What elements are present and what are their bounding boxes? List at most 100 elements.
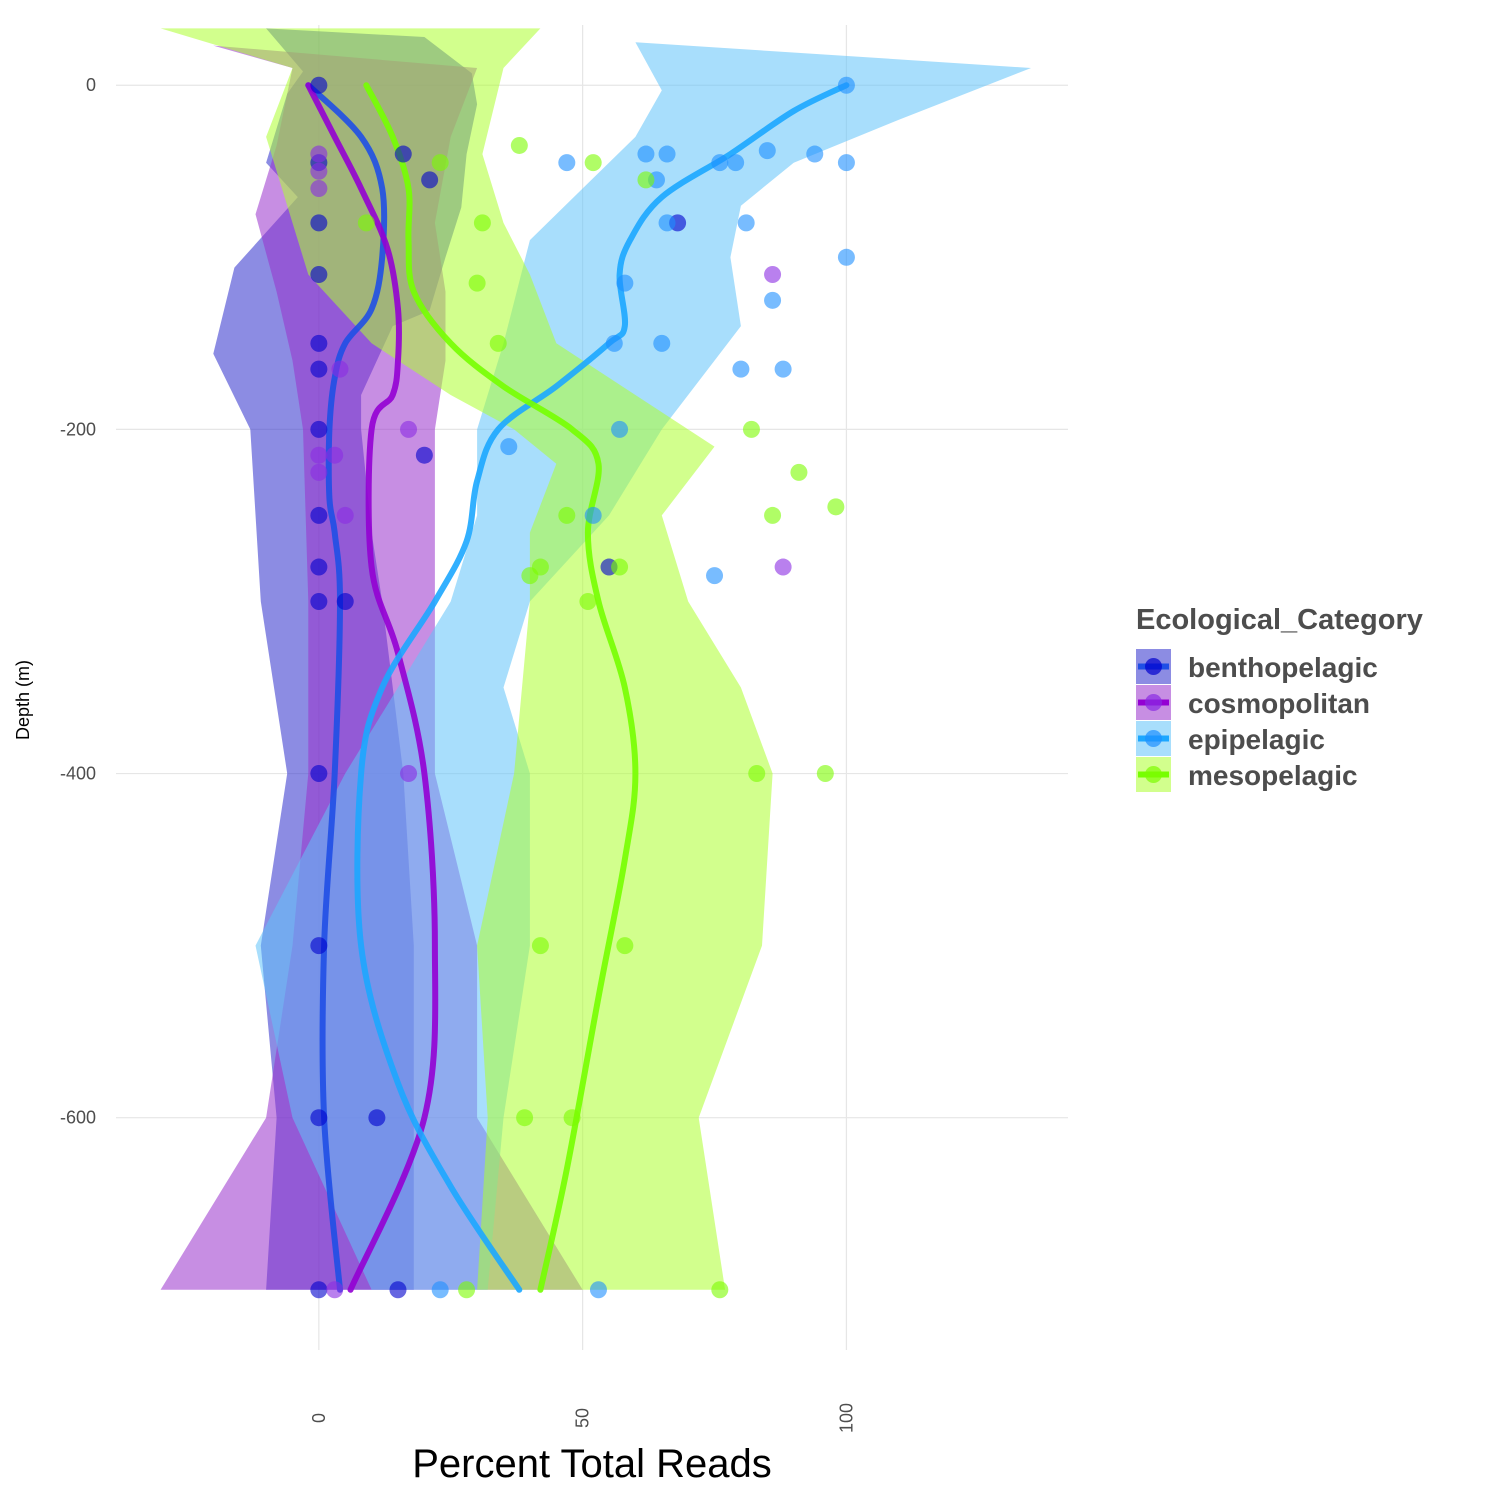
x-tick-label: 100: [836, 1403, 856, 1433]
point-mesopelagic: [357, 214, 375, 232]
point-cosmopolitan: [310, 162, 328, 180]
point-mesopelagic: [473, 214, 491, 232]
x-tick-label: 0: [309, 1413, 329, 1423]
point-mesopelagic: [431, 154, 449, 172]
point-mesopelagic: [584, 154, 602, 172]
point-epipelagic: [758, 142, 776, 160]
point-mesopelagic: [790, 463, 808, 481]
point-benthopelagic: [389, 1281, 407, 1299]
point-cosmopolitan: [310, 145, 328, 163]
trend-lines: [305, 82, 850, 1293]
legend-label: benthopelagic: [1188, 652, 1378, 683]
point-benthopelagic: [310, 506, 328, 524]
point-epipelagic: [837, 154, 855, 172]
point-epipelagic: [732, 360, 750, 378]
point-mesopelagic: [458, 1281, 476, 1299]
point-benthopelagic: [310, 214, 328, 232]
ribbon-epipelagic: [255, 42, 1032, 1290]
point-epipelagic: [737, 214, 755, 232]
point-epipelagic: [774, 360, 792, 378]
legend-title: Ecological_Category: [1136, 604, 1423, 636]
legend-item-epipelagic: epipelagic: [1136, 721, 1325, 756]
point-mesopelagic: [579, 592, 597, 610]
point-benthopelagic: [310, 1109, 328, 1127]
point-epipelagic: [605, 334, 623, 352]
point-cosmopolitan: [400, 765, 418, 783]
point-mesopelagic: [563, 1109, 581, 1127]
legend-key-point: [1145, 694, 1162, 711]
trend-line-mesopelagic: [363, 82, 639, 1293]
point-cosmopolitan: [336, 506, 354, 524]
point-benthopelagic: [310, 334, 328, 352]
point-benthopelagic: [310, 592, 328, 610]
point-benthopelagic: [310, 76, 328, 94]
point-mesopelagic: [748, 765, 766, 783]
point-cosmopolitan: [774, 558, 792, 576]
point-epipelagic: [837, 248, 855, 266]
point-cosmopolitan: [400, 420, 418, 438]
point-benthopelagic: [310, 765, 328, 783]
legend-key-point: [1145, 658, 1162, 675]
legend-label: epipelagic: [1188, 724, 1325, 755]
point-benthopelagic: [310, 420, 328, 438]
point-cosmopolitan: [326, 446, 344, 464]
point-mesopelagic: [711, 1281, 729, 1299]
point-epipelagic: [658, 214, 676, 232]
legend-item-cosmopolitan: cosmopolitan: [1136, 685, 1370, 720]
y-axis-ticks: 0 -200 -400 -600: [60, 75, 96, 1127]
confidence-ribbons: [160, 28, 1032, 1290]
point-epipelagic: [611, 420, 629, 438]
point-epipelagic: [711, 154, 729, 172]
point-mesopelagic: [489, 334, 507, 352]
point-mesopelagic: [637, 171, 655, 189]
point-mesopelagic: [531, 937, 549, 955]
point-cosmopolitan: [310, 463, 328, 481]
point-cosmopolitan: [764, 266, 782, 284]
y-tick-label: 0: [86, 75, 96, 95]
point-mesopelagic: [816, 765, 834, 783]
data-points: [310, 76, 855, 1299]
point-benthopelagic: [394, 145, 412, 163]
point-benthopelagic: [310, 360, 328, 378]
ribbon-mesopelagic: [160, 28, 773, 1290]
point-epipelagic: [589, 1281, 607, 1299]
y-tick-label: -400: [60, 764, 96, 784]
point-benthopelagic: [421, 171, 439, 189]
x-axis-title: Percent Total Reads: [412, 1442, 771, 1486]
point-epipelagic: [806, 145, 824, 163]
legend-item-benthopelagic: benthopelagic: [1136, 649, 1378, 684]
point-mesopelagic: [510, 136, 528, 154]
point-epipelagic: [637, 145, 655, 163]
legend-label: cosmopolitan: [1188, 688, 1370, 719]
point-mesopelagic: [742, 420, 760, 438]
point-mesopelagic: [827, 498, 845, 516]
point-epipelagic: [558, 154, 576, 172]
legend-key-point: [1145, 730, 1162, 747]
point-benthopelagic: [415, 446, 433, 464]
point-epipelagic: [616, 274, 634, 292]
point-benthopelagic: [310, 937, 328, 955]
point-cosmopolitan: [310, 446, 328, 464]
x-axis-ticks: 0 50 100: [309, 1403, 857, 1433]
point-cosmopolitan: [326, 1281, 344, 1299]
legend-key-point: [1145, 766, 1162, 783]
point-epipelagic: [500, 438, 518, 456]
point-cosmopolitan: [331, 360, 349, 378]
y-axis-title: Depth (m): [13, 660, 33, 740]
legend-item-mesopelagic: mesopelagic: [1136, 757, 1358, 792]
y-tick-label: -200: [60, 419, 96, 439]
point-mesopelagic: [558, 506, 576, 524]
y-tick-label: -600: [60, 1108, 96, 1128]
point-benthopelagic: [336, 592, 354, 610]
point-mesopelagic: [468, 274, 486, 292]
point-benthopelagic: [368, 1109, 386, 1127]
point-mesopelagic: [531, 558, 549, 576]
point-mesopelagic: [616, 937, 634, 955]
point-benthopelagic: [310, 1281, 328, 1299]
point-epipelagic: [764, 291, 782, 309]
point-epipelagic: [658, 145, 676, 163]
point-epipelagic: [584, 506, 602, 524]
legend: Ecological_Category benthopelagic cosmopo…: [1136, 604, 1423, 792]
point-epipelagic: [653, 334, 671, 352]
